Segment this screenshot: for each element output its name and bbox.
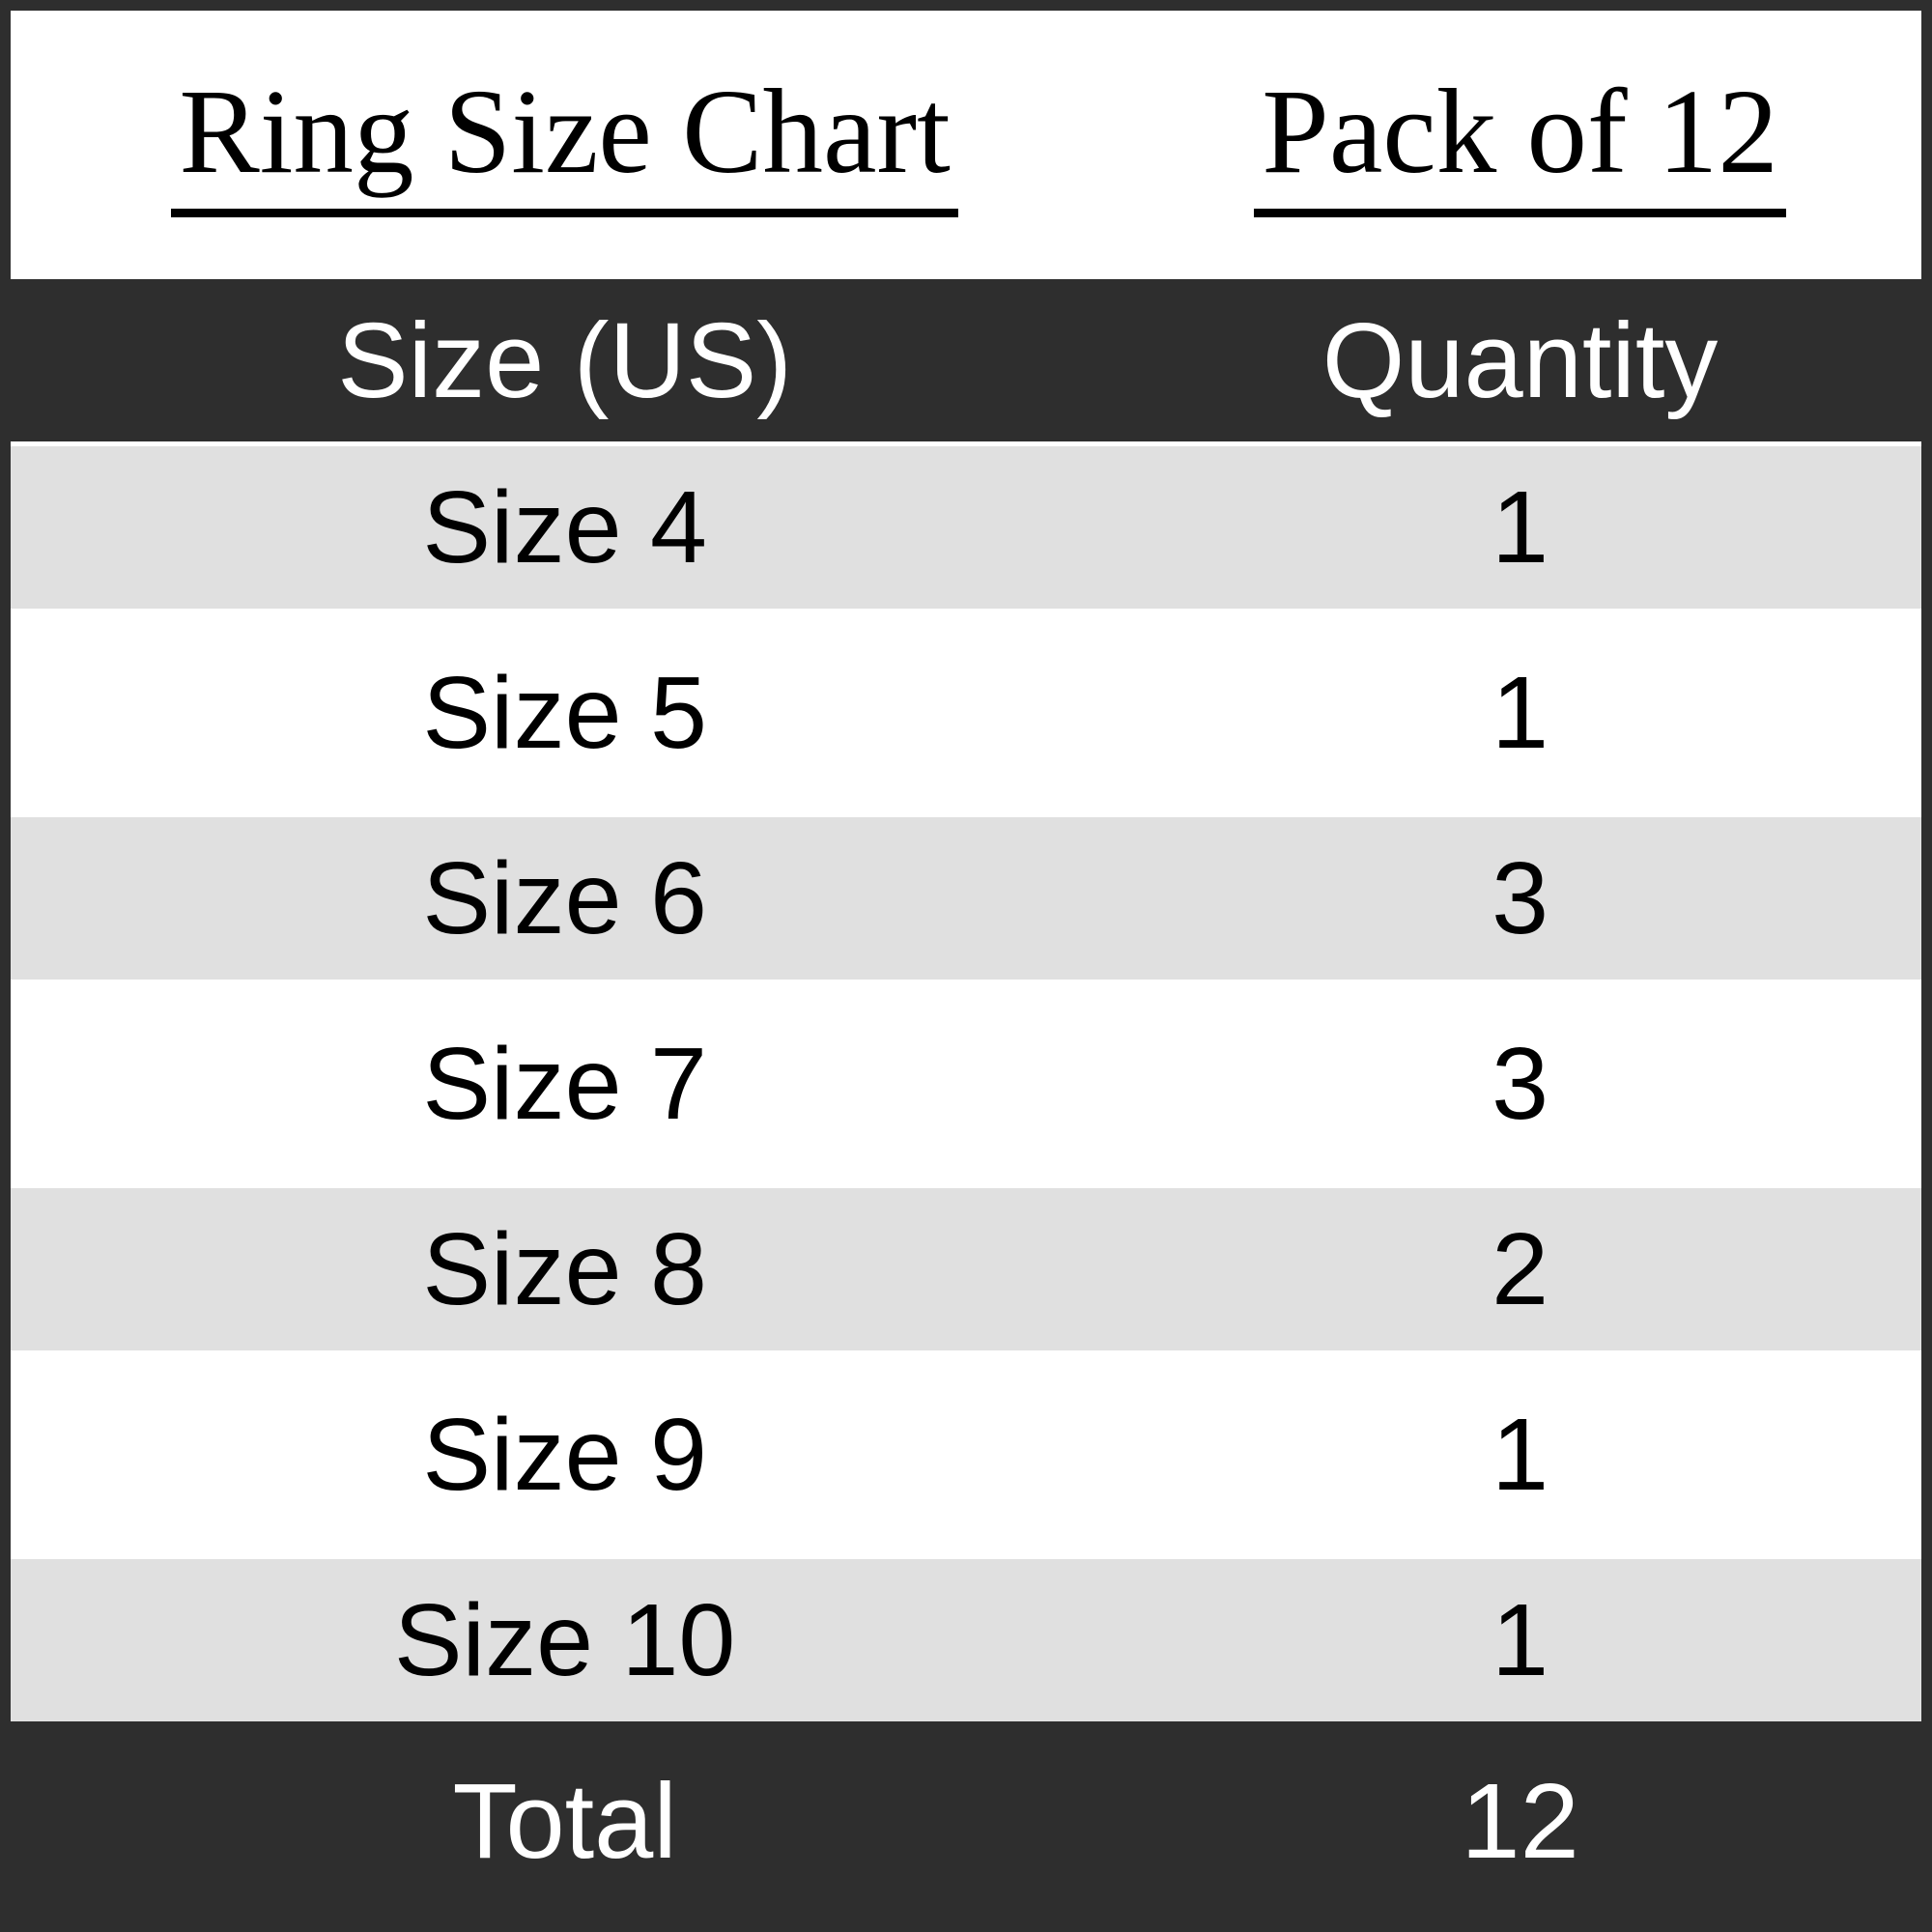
table-row-size-9: Size 9 1	[11, 1350, 1921, 1559]
pack-of-12-label: Pack of 12	[1254, 72, 1786, 217]
size-cell: Size 5	[11, 609, 1119, 817]
chart-title: Ring Size Chart	[171, 72, 958, 217]
total-value-cell: 12	[1119, 1721, 1921, 1921]
total-value: 12	[1461, 1762, 1579, 1881]
size-cell: Size 9	[11, 1350, 1119, 1559]
size-cell: Size 7	[11, 980, 1119, 1188]
quantity-cell: 1	[1119, 446, 1921, 609]
table-row-size-5: Size 5 1	[11, 609, 1921, 817]
quantity-value: 1	[1492, 1582, 1549, 1697]
total-label: Total	[452, 1762, 677, 1881]
size-label: Size 5	[422, 655, 707, 770]
table-row-size-6: Size 6 3	[11, 817, 1921, 980]
size-label: Size 7	[422, 1026, 707, 1141]
quantity-cell: 3	[1119, 980, 1921, 1188]
table-header-row: Size (US) Quantity	[11, 279, 1921, 441]
total-row: Total 12	[11, 1721, 1921, 1921]
size-label: Size 6	[422, 840, 707, 955]
title-band: Ring Size Chart Pack of 12	[11, 11, 1921, 279]
size-cell: Size 8	[11, 1188, 1119, 1350]
table-row-size-8: Size 8 2	[11, 1188, 1921, 1350]
quantity-column-header: Quantity	[1321, 300, 1719, 420]
table-row-size-4: Size 4 1	[11, 446, 1921, 609]
quantity-value: 3	[1492, 840, 1549, 955]
total-label-cell: Total	[11, 1721, 1119, 1921]
quantity-value: 1	[1492, 469, 1549, 584]
size-label: Size 4	[422, 469, 707, 584]
quantity-cell: 3	[1119, 817, 1921, 980]
table-row-size-7: Size 7 3	[11, 980, 1921, 1188]
quantity-cell: 2	[1119, 1188, 1921, 1350]
size-cell: Size 6	[11, 817, 1119, 980]
size-cell: Size 10	[11, 1559, 1119, 1721]
header-cell-quantity: Quantity	[1119, 279, 1921, 441]
quantity-value: 1	[1492, 1397, 1549, 1512]
size-label: Size 8	[422, 1211, 707, 1326]
header-separator	[11, 441, 1921, 446]
pack-label-cell: Pack of 12	[1119, 11, 1921, 279]
size-label: Size 10	[393, 1582, 736, 1697]
size-column-header: Size (US)	[337, 300, 792, 420]
size-label: Size 9	[422, 1397, 707, 1512]
quantity-cell: 1	[1119, 1559, 1921, 1721]
table-row-size-10: Size 10 1	[11, 1559, 1921, 1721]
header-cell-size: Size (US)	[11, 279, 1119, 441]
chart-title-cell: Ring Size Chart	[11, 11, 1119, 279]
quantity-value: 2	[1492, 1211, 1549, 1326]
quantity-cell: 1	[1119, 609, 1921, 817]
quantity-value: 3	[1492, 1026, 1549, 1141]
quantity-value: 1	[1492, 655, 1549, 770]
size-cell: Size 4	[11, 446, 1119, 609]
quantity-cell: 1	[1119, 1350, 1921, 1559]
